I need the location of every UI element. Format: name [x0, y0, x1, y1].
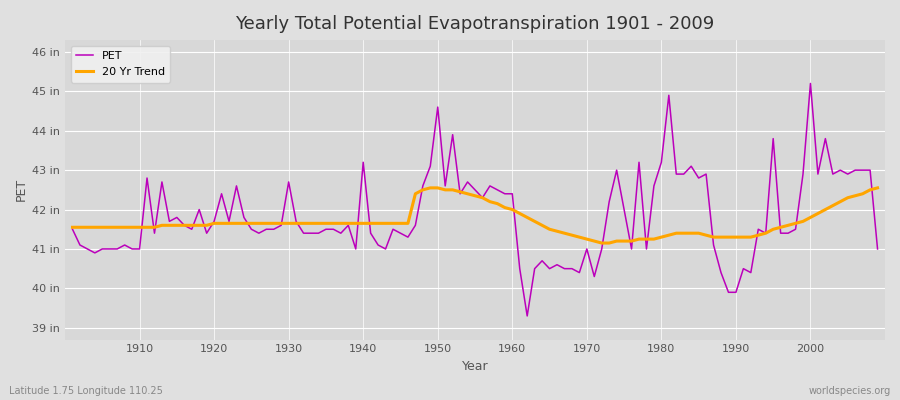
- Line: 20 Yr Trend: 20 Yr Trend: [73, 188, 878, 243]
- Text: Latitude 1.75 Longitude 110.25: Latitude 1.75 Longitude 110.25: [9, 386, 163, 396]
- 20 Yr Trend: [597, 241, 608, 246]
- PET: [127, 246, 138, 251]
- Y-axis label: PET: PET: [15, 178, 28, 202]
- 20 Yr Trend: [336, 221, 346, 226]
- Legend: PET, 20 Yr Trend: PET, 20 Yr Trend: [70, 46, 170, 82]
- 20 Yr Trend: [611, 239, 622, 244]
- PET: [604, 199, 615, 204]
- PET: [68, 227, 78, 232]
- PET: [872, 246, 883, 251]
- PET: [522, 314, 533, 318]
- PET: [806, 81, 816, 86]
- 20 Yr Trend: [425, 186, 436, 190]
- 20 Yr Trend: [127, 225, 138, 230]
- Title: Yearly Total Potential Evapotranspiration 1901 - 2009: Yearly Total Potential Evapotranspiratio…: [236, 15, 715, 33]
- 20 Yr Trend: [68, 225, 78, 230]
- Line: PET: PET: [73, 84, 878, 316]
- PET: [507, 191, 517, 196]
- 20 Yr Trend: [507, 207, 517, 212]
- PET: [336, 231, 346, 236]
- Text: worldspecies.org: worldspecies.org: [809, 386, 891, 396]
- 20 Yr Trend: [291, 221, 302, 226]
- PET: [291, 219, 302, 224]
- PET: [500, 191, 510, 196]
- 20 Yr Trend: [514, 211, 525, 216]
- X-axis label: Year: Year: [462, 360, 489, 373]
- 20 Yr Trend: [872, 186, 883, 190]
